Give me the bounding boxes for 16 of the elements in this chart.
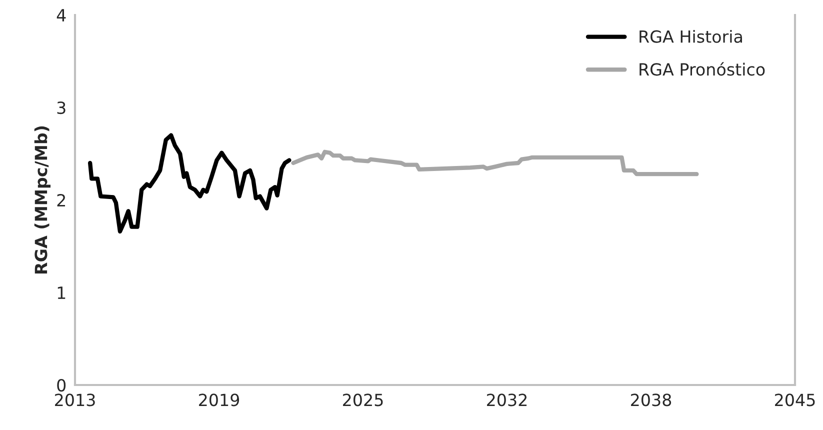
y-tick-label: 1 <box>58 286 66 299</box>
legend-label: RGA Pronóstico <box>640 62 765 76</box>
x-tick-label: 2045 <box>775 394 815 406</box>
y-tick-label: 0 <box>57 378 66 392</box>
legend-label: RGA Historia <box>640 30 742 43</box>
y-tick-label: 3 <box>57 101 66 114</box>
x-tick-label: 2025 <box>343 394 383 406</box>
x-tick-label: 2013 <box>55 394 95 406</box>
x-tick-label: 2032 <box>487 394 527 406</box>
x-tick-label: 2038 <box>631 394 672 406</box>
line-series <box>291 150 699 176</box>
line-series <box>88 133 292 234</box>
y-axis-title: RGA (MMpc/Mb) <box>34 126 51 274</box>
x-tick-label: 2019 <box>199 394 240 406</box>
y-tick-label: 4 <box>56 9 66 22</box>
y-tick-label: 2 <box>57 194 65 206</box>
